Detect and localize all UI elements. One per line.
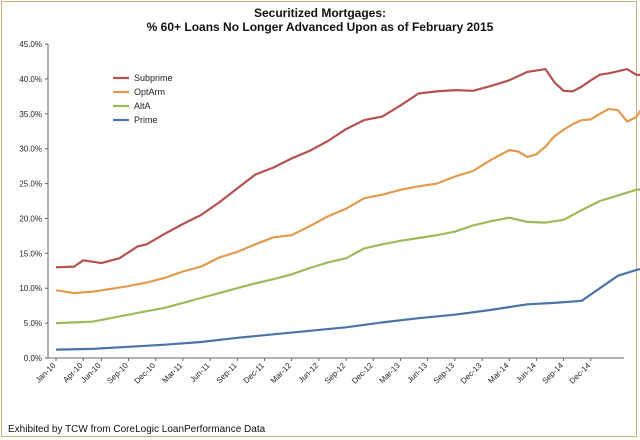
legend-label-subprime: Subprime <box>134 73 173 83</box>
x-tick-label: Jun-13 <box>405 361 429 385</box>
y-tick-label: 25.0% <box>19 180 42 189</box>
source-note: Exhibited by TCW from CoreLogic LoanPerf… <box>8 424 266 435</box>
x-tick-label: Jun-11 <box>188 361 212 385</box>
y-tick-label: 0.0% <box>24 354 42 363</box>
series-line-optarm <box>55 107 640 295</box>
x-tick-label: Jan-10 <box>34 361 58 385</box>
x-tick-label: Sep-14 <box>540 361 565 386</box>
y-tick-label: 45.0% <box>19 40 42 49</box>
x-tick-label: Mar-13 <box>378 361 403 386</box>
chart-subtitle: % 60+ Loans No Longer Advanced Upon as o… <box>146 20 494 34</box>
x-tick-label: Jun-12 <box>297 361 321 385</box>
x-tick-label: Sep-12 <box>323 361 348 386</box>
chart-legend: Subprime OptArm AltA Prime <box>113 73 173 125</box>
x-tick-label: Mar-14 <box>486 361 511 386</box>
y-tick-label: 30.0% <box>19 145 42 154</box>
legend-label-optarm: OptArm <box>134 87 165 97</box>
y-tick-label: 5.0% <box>24 319 42 328</box>
chart-axes: 0.0% 5.0% 10.0% 15.0% 20.0% 25.0% 30.0% 35.0% 40… <box>19 40 624 386</box>
legend-label-prime: Prime <box>134 115 158 125</box>
y-tick-label: 15.0% <box>19 249 42 258</box>
x-tick-label: Mar-12 <box>269 361 294 386</box>
x-tick-label: Dec-14 <box>568 361 593 386</box>
y-tick-label: 10.0% <box>19 284 42 293</box>
y-tick-label: 40.0% <box>19 75 42 84</box>
chart-title: Securitized Mortgages: <box>253 6 387 20</box>
x-tick-label: Dec-12 <box>350 361 375 386</box>
x-tick-label: Sep-11 <box>215 361 240 386</box>
x-tick-label: Dec-10 <box>133 361 158 386</box>
x-tick-label: Dec-13 <box>459 361 484 386</box>
x-tick-label: Mar-11 <box>160 361 184 385</box>
series-line-subprime <box>55 68 640 269</box>
series-lines <box>55 68 640 351</box>
x-tick-label: Jun-14 <box>514 361 538 385</box>
series-line-prime <box>55 267 640 351</box>
series-line-alta <box>55 188 640 325</box>
x-tick-label: Jun-10 <box>79 361 103 385</box>
x-tick-label: Sep-13 <box>432 361 457 386</box>
x-tick-label: Dec-11 <box>242 361 267 386</box>
x-tick-label: Sep-10 <box>105 361 130 386</box>
y-tick-label: 20.0% <box>19 214 42 223</box>
y-tick-label: 35.0% <box>19 110 42 119</box>
legend-label-alta: AltA <box>134 101 151 111</box>
